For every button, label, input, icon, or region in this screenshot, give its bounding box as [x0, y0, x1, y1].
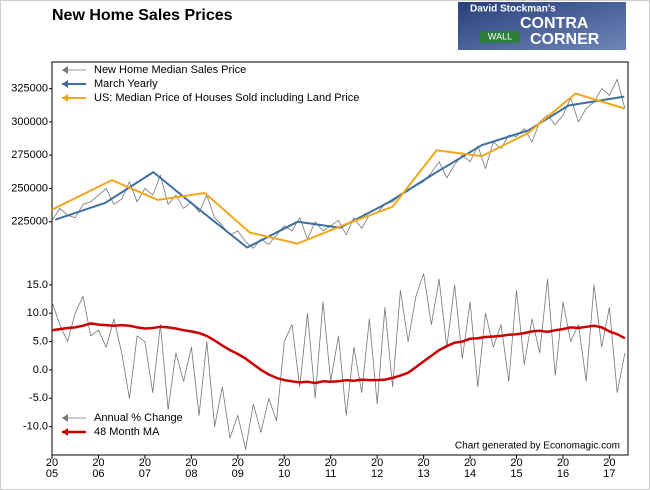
y-tick-label: 325000 — [11, 83, 48, 95]
x-tick-label: 2013 — [417, 457, 430, 480]
x-tick-label: 2005 — [45, 457, 59, 480]
legend-arrow — [62, 66, 68, 74]
x-tick-label: 2012 — [371, 457, 384, 480]
y-tick-label: 300000 — [11, 116, 48, 128]
legend-arrow — [62, 80, 68, 88]
legend-label: Annual % Change — [94, 412, 183, 424]
x-tick-label: 2014 — [463, 457, 477, 480]
plot-frame — [51, 61, 629, 456]
legend-label: March Yearly — [94, 78, 158, 90]
series-line — [54, 95, 625, 249]
logo: David Stockman's CONTRA WALL CORNER — [458, 2, 626, 50]
x-tick-label: 2016 — [556, 457, 570, 480]
y-tick-label: 225000 — [11, 216, 48, 228]
y-tick-label: -5.0 — [29, 392, 48, 404]
x-tick-label: 2010 — [278, 457, 291, 480]
x-tick-label: 2008 — [185, 457, 198, 480]
legend-arrow — [62, 94, 68, 102]
logo-text: David Stockman's — [470, 4, 556, 15]
y-tick-label: 250000 — [11, 182, 48, 194]
x-tick-label: 2007 — [138, 457, 152, 480]
x-tick-label: 2015 — [510, 457, 523, 480]
series-line — [51, 78, 626, 249]
y-tick-label: -10.0 — [23, 421, 48, 433]
legend-label: New Home Median Sales Price — [94, 64, 246, 76]
y-tick-label: 275000 — [11, 149, 48, 161]
street-sign — [480, 31, 520, 43]
logo-text: CONTRA — [520, 15, 589, 32]
x-tick-label: 2009 — [231, 457, 244, 480]
legend-arrow — [62, 428, 68, 436]
x-tick-label: 2006 — [92, 457, 105, 480]
series-line — [51, 92, 625, 245]
legend-label: 48 Month MA — [94, 426, 160, 438]
y-tick-label: 5.0 — [33, 335, 48, 347]
y-tick-label: 15.0 — [27, 279, 48, 291]
x-tick-label: 2011 — [324, 457, 337, 480]
series-line — [51, 322, 626, 385]
annotation: Chart generated by Economagic.com — [455, 441, 620, 452]
x-tick-label: 2017 — [603, 457, 616, 480]
legend-arrow — [62, 414, 68, 422]
legend-label: US: Median Price of Houses Sold includin… — [94, 92, 359, 104]
y-tick-label: 10.0 — [27, 307, 48, 319]
logo-text: CORNER — [530, 31, 600, 48]
series-line — [51, 273, 626, 450]
sign-text: WALL — [488, 31, 512, 41]
y-tick-label: 0.0 — [33, 364, 48, 376]
chart-title: New Home Sales Prices — [52, 7, 233, 24]
